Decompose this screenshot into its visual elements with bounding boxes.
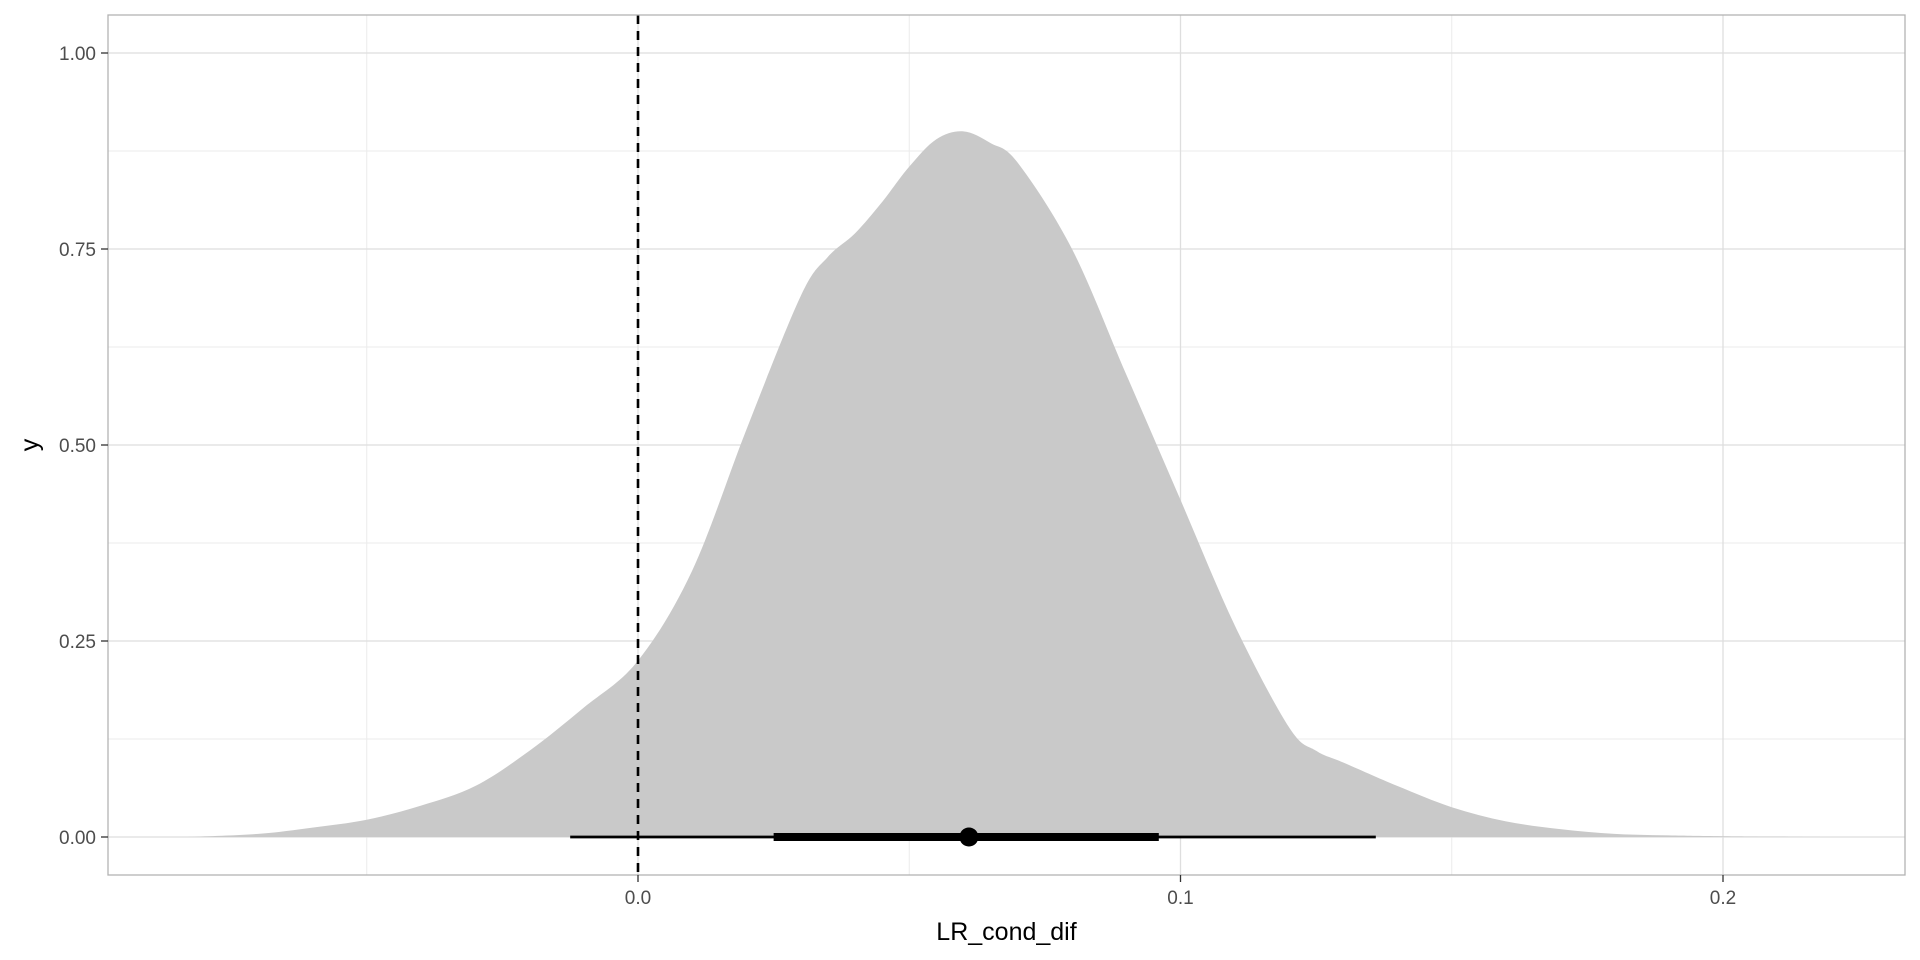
- x-tick-label: 0.0: [625, 888, 651, 909]
- point-estimate: [959, 827, 979, 847]
- x-axis-ticks: 0.0 0.1 0.2: [625, 875, 1736, 909]
- y-axis-ticks: 0.00 0.25 0.50 0.75 1.00: [59, 44, 108, 849]
- y-tick-label: 0.25: [59, 632, 96, 653]
- density-layer: [187, 131, 1821, 837]
- x-tick-label: 0.2: [1710, 888, 1736, 909]
- x-axis-title: LR_cond_dif: [936, 918, 1076, 946]
- interval-layer: [570, 827, 1376, 847]
- y-tick-label: 0.50: [59, 436, 96, 457]
- density-area: [187, 131, 1821, 837]
- y-tick-label: 0.00: [59, 828, 96, 849]
- y-tick-label: 0.75: [59, 240, 96, 261]
- y-tick-label: 1.00: [59, 44, 96, 65]
- y-axis-title: y: [16, 438, 44, 451]
- x-tick-label: 0.1: [1167, 888, 1193, 909]
